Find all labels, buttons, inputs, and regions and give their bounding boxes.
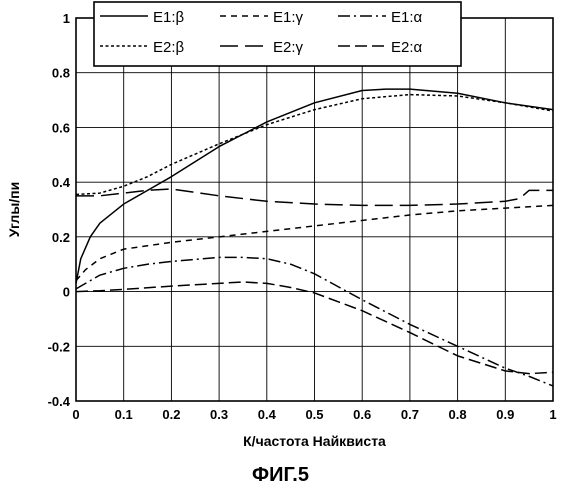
y-tick-label: -0.4 (48, 394, 71, 409)
legend-label: E2:β (153, 39, 185, 56)
y-tick-label: -0.2 (48, 339, 70, 354)
legend-label: E2:γ (273, 39, 304, 56)
y-tick-label: 0.4 (52, 175, 71, 190)
x-axis-label: К/частота Найквиста (243, 433, 386, 449)
x-tick-label: 0.1 (115, 407, 133, 422)
x-tick-label: 0.8 (449, 407, 467, 422)
legend-label: E2:α (391, 39, 423, 56)
x-tick-label: 0.6 (353, 407, 371, 422)
legend: E1:β E1:γ E1:α E2:β E2:γ E2:α (94, 2, 461, 66)
x-tick-label: 0.5 (305, 407, 323, 422)
x-tick-label: 0.9 (496, 407, 514, 422)
y-tick-label: 1 (63, 11, 70, 26)
y-tick-label: 0.6 (52, 120, 70, 135)
x-tick-label: 0.7 (401, 407, 419, 422)
x-tick-label: 0.2 (162, 407, 180, 422)
chart: 0 0.1 0.2 0.3 0.4 0.5 0.6 0.7 0.8 0.9 1 -0.4 -0.2 0 0.… (0, 0, 561, 460)
x-tick-label: 1 (549, 407, 556, 422)
y-axis-label: Углы/пи (6, 182, 22, 237)
x-tick-label: 0.3 (210, 407, 228, 422)
figure-label: ФИГ.5 (0, 464, 561, 487)
y-tick-label: 0 (63, 285, 70, 300)
legend-label: E1:γ (273, 9, 304, 26)
legend-label: E1:β (153, 9, 185, 26)
y-tick-label: 0.8 (52, 66, 70, 81)
y-tick-label: 0.2 (52, 230, 70, 245)
x-tick-label: 0 (72, 407, 79, 422)
x-tick-label: 0.4 (258, 407, 277, 422)
legend-label: E1:α (391, 9, 423, 26)
